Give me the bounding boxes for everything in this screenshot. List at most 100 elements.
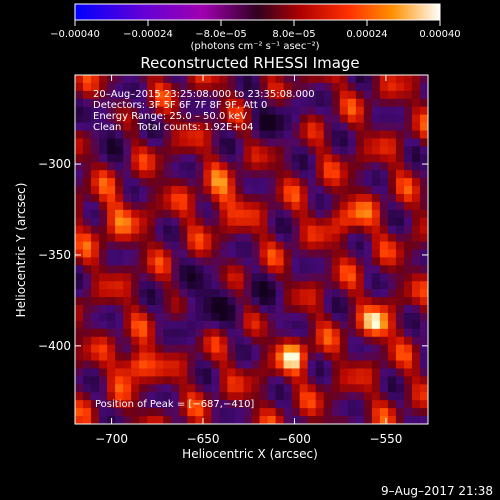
heatmap-cell <box>339 162 349 171</box>
heatmap-cell <box>395 273 405 282</box>
heatmap-cell <box>107 305 116 314</box>
colorbar: −0.00040 −0.00024 −8.0e−05 8.0e−05 0.00024 0.… <box>50 3 461 52</box>
heatmap-cell <box>203 320 212 330</box>
heatmap-cell <box>123 75 132 84</box>
heatmap-cell <box>379 289 389 298</box>
heatmap-cell <box>147 154 156 163</box>
heatmap-cell <box>275 400 285 409</box>
heatmap-cell <box>171 170 180 179</box>
heatmap-cell <box>163 90 172 100</box>
heatmap-cell <box>155 408 164 417</box>
heatmap-cell <box>99 130 108 140</box>
heatmap-cell <box>211 217 221 227</box>
heatmap-cell <box>259 257 269 266</box>
heatmap-cell <box>307 305 317 314</box>
heatmap-cell <box>371 328 381 338</box>
heatmap-cell <box>115 130 124 140</box>
heatmap-cell <box>323 186 333 195</box>
heatmap-cell <box>283 344 293 354</box>
heatmap-cell <box>355 233 365 243</box>
heatmap-cell <box>363 384 373 393</box>
heatmap-cell <box>331 297 341 306</box>
heatmap-cell <box>339 241 349 251</box>
heatmap-cell <box>355 209 365 219</box>
heatmap-cell <box>139 352 148 362</box>
heatmap-cell <box>307 106 317 116</box>
heatmap-cell <box>219 170 229 179</box>
heatmap-cell <box>411 130 421 140</box>
heatmap-cell <box>371 106 381 116</box>
heatmap-cell <box>155 146 164 155</box>
heatmap-cell <box>187 312 196 322</box>
heatmap-cell <box>243 130 253 140</box>
heatmap-cell <box>155 233 164 243</box>
heatmap-cell <box>75 281 84 290</box>
heatmap-cell <box>115 90 124 100</box>
heatmap-cell <box>387 162 397 171</box>
heatmap-cell <box>163 170 172 179</box>
heatmap-cell <box>315 90 325 100</box>
heatmap-cell <box>83 217 92 227</box>
heatmap-cell <box>371 90 381 100</box>
heatmap-cell <box>219 98 229 108</box>
heatmap-cell <box>355 273 365 282</box>
heatmap-cell <box>83 400 92 409</box>
heatmap-cell <box>307 209 317 219</box>
heatmap-cell <box>259 82 269 92</box>
heatmap-cell <box>155 305 164 314</box>
heatmap-cell <box>307 273 317 282</box>
heatmap-cell <box>331 289 341 298</box>
heatmap-cell <box>363 400 373 409</box>
heatmap-cell <box>323 392 333 401</box>
heatmap-cell <box>331 241 341 251</box>
heatmap-cell <box>91 376 100 385</box>
heatmap-cell <box>163 154 172 163</box>
heatmap-cell <box>163 217 172 227</box>
heatmap-cell <box>355 368 365 378</box>
colorbar-tick-label: 8.0e−05 <box>272 29 315 40</box>
heatmap-cell <box>307 114 317 124</box>
heatmap-cell <box>291 376 301 385</box>
heatmap-cell <box>203 193 212 203</box>
heatmap-cell <box>235 225 245 235</box>
heatmap-cell <box>107 122 116 132</box>
heatmap-cell <box>211 82 221 92</box>
heatmap-cell <box>371 281 381 290</box>
heatmap-cell <box>347 186 357 195</box>
heatmap-cell <box>411 360 421 370</box>
heatmap-cell <box>243 170 253 179</box>
heatmap-cell <box>395 241 405 251</box>
heatmap-cell <box>339 344 349 354</box>
heatmap-cell <box>219 360 229 370</box>
heatmap-cell <box>419 352 428 362</box>
heatmap-cell <box>419 82 428 92</box>
heatmap-cell <box>83 138 92 147</box>
heatmap-cell <box>379 241 389 251</box>
x-tick-label: −650 <box>187 432 220 446</box>
heatmap-cell <box>299 114 309 124</box>
heatmap-cell <box>131 289 140 298</box>
heatmap-cell <box>179 201 188 211</box>
heatmap-cell <box>251 98 261 108</box>
heatmap-cell <box>395 265 405 274</box>
heatmap-cell <box>419 98 428 108</box>
heatmap-cell <box>91 209 100 219</box>
heatmap-cell <box>131 75 140 84</box>
heatmap-cell <box>155 225 164 235</box>
heatmap-cell <box>163 281 172 290</box>
heatmap-cell <box>179 146 188 155</box>
heatmap-cell <box>387 249 397 259</box>
heatmap-cell <box>187 328 196 338</box>
heatmap-cell <box>171 360 180 370</box>
heatmap-cell <box>379 392 389 401</box>
heatmap-cell <box>99 265 108 274</box>
heatmap-cell <box>211 130 221 140</box>
heatmap-cell <box>307 320 317 330</box>
heatmap-cell <box>267 75 277 84</box>
heatmap-cell <box>299 320 309 330</box>
heatmap-cell <box>267 90 277 100</box>
heatmap-cell <box>219 106 229 116</box>
heatmap-cell <box>251 408 261 417</box>
heatmap-cell <box>259 201 269 211</box>
heatmap-cell <box>307 186 317 195</box>
